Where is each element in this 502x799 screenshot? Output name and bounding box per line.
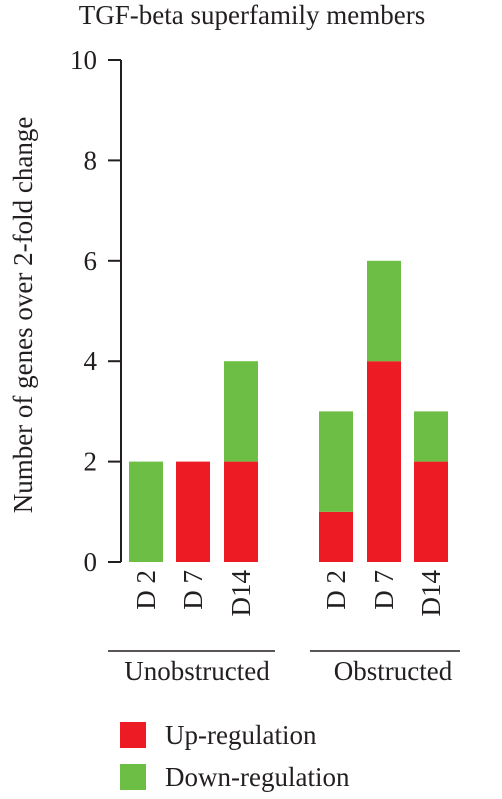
bar-segment-up [319, 511, 353, 562]
bar-segment-up [176, 461, 210, 562]
y-tick-label: 2 [84, 447, 98, 477]
x-tick-label: D 2 [131, 570, 161, 610]
bar-segment-up [224, 461, 258, 562]
x-tick-label: D14 [226, 570, 256, 617]
legend-label: Down-regulation [165, 762, 350, 792]
x-tick-label: D14 [416, 570, 446, 617]
group-label: Unobstructed [124, 656, 270, 686]
y-axis-ticks: 0 2 4 6 8 10 [70, 45, 121, 577]
x-tick-label: D 2 [321, 570, 351, 610]
x-tick-label: D 7 [369, 570, 399, 610]
y-tick-label: 8 [84, 145, 98, 175]
bar-segment-down [367, 260, 401, 362]
chart-title: TGF-beta superfamily members [79, 0, 425, 30]
x-axis-labels: D 2 D 7 D14 D 2 D 7 D14 [131, 570, 446, 617]
legend: Up-regulation Down-regulation [120, 720, 350, 792]
y-tick-label: 4 [84, 346, 98, 376]
bars [129, 260, 448, 562]
y-axis-label: Number of genes over 2-fold change [8, 117, 38, 514]
y-tick-label: 0 [84, 547, 98, 577]
bar-segment-down [129, 461, 163, 562]
group-labels: Unobstructed Obstructed [108, 650, 460, 686]
y-tick-label: 10 [70, 45, 97, 75]
bar-segment-up [414, 461, 448, 562]
y-tick-label: 6 [84, 246, 98, 276]
legend-label: Up-regulation [165, 720, 317, 750]
legend-swatch [120, 764, 146, 790]
legend-swatch [120, 722, 146, 748]
bar-segment-down [319, 411, 353, 512]
bar-segment-down [224, 361, 258, 462]
group-label: Obstructed [334, 656, 453, 686]
bar-segment-up [367, 361, 401, 562]
bar-segment-down [414, 411, 448, 462]
x-tick-label: D 7 [178, 570, 208, 610]
